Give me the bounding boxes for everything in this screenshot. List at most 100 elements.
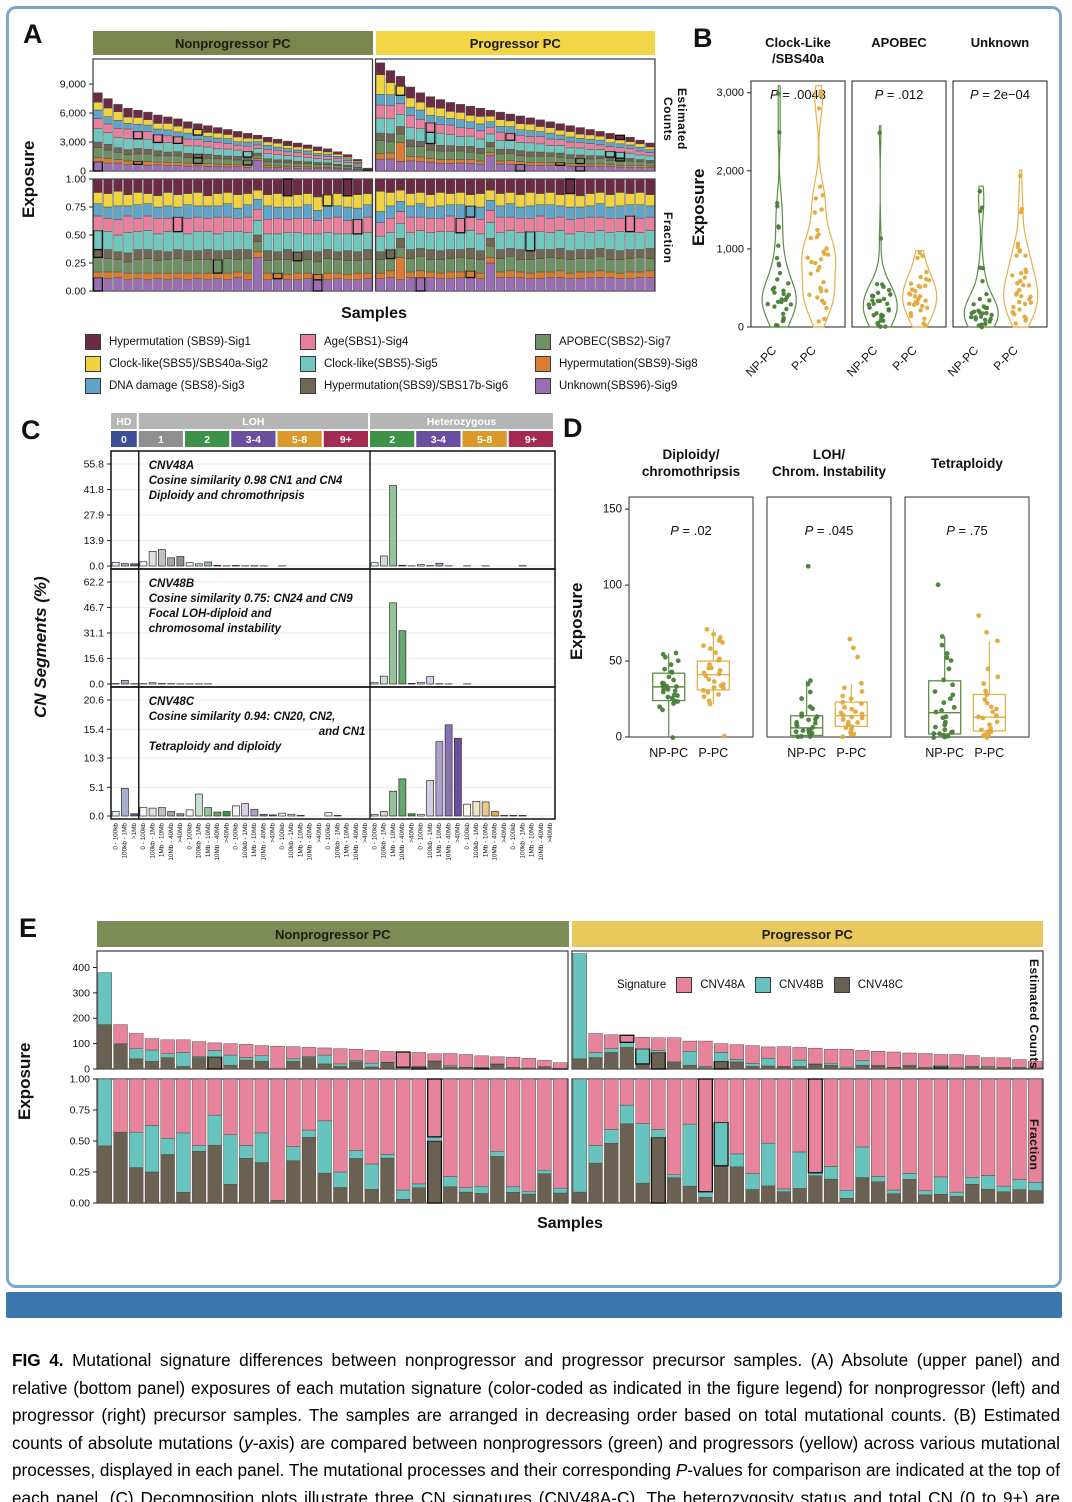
svg-text:3,000: 3,000 <box>716 87 744 99</box>
svg-text:1Mb - 10Mb: 1Mb - 10Mb <box>159 823 166 858</box>
legend-item-sig9: Unknown(SBS96)-Sig9 <box>535 378 765 394</box>
svg-text:>40Mb: >40Mb <box>455 823 462 843</box>
svg-text:100kb - 1Mb: 100kb - 1Mb <box>196 823 203 859</box>
svg-text:Diploidy and chromothripsis: Diploidy and chromothripsis <box>149 490 305 502</box>
svg-text:0 - 100kb: 0 - 100kb <box>112 823 119 850</box>
svg-text:100kb - 1Mb: 100kb - 1Mb <box>288 823 295 859</box>
legend-swatch-sig6 <box>300 378 316 394</box>
panel-c-label: C <box>21 415 41 445</box>
figure-frame: A Nonprogressor PC Progressor PC 0 3,000 6… <box>6 6 1062 1288</box>
panel-c-y-label: CN Segments (%) <box>31 576 50 718</box>
svg-text:0 - 100kb: 0 - 100kb <box>233 823 240 850</box>
svg-text:Tetraploidy and diploidy: Tetraploidy and diploidy <box>149 741 282 753</box>
legend-swatch-sig4 <box>300 334 316 350</box>
svg-text:Chrom. Instability: Chrom. Instability <box>772 464 887 479</box>
svg-text:P = .012: P = .012 <box>875 87 924 102</box>
svg-text:chromosomal instability: chromosomal instability <box>149 623 282 635</box>
legend-label-sig2: Clock-like(SBS5)/SBS40a-Sig2 <box>109 358 269 370</box>
legend-label-sig6: Hypermutation(SBS9)/SBS17b-Sig6 <box>324 380 509 392</box>
svg-text:1.00: 1.00 <box>70 1074 91 1086</box>
figure-bottom-bar <box>6 1292 1062 1318</box>
svg-text:100kb - 1Mb: 100kb - 1Mb <box>473 823 480 859</box>
panel-e-strip-counts: Estimated Counts <box>1027 958 1041 1069</box>
panel-d-y-label: Exposure <box>567 582 586 660</box>
svg-text:P = .045: P = .045 <box>805 523 854 538</box>
header-e-nonprogressor-pc: Nonprogressor PC <box>97 921 569 947</box>
svg-text:1.00: 1.00 <box>66 174 87 186</box>
svg-text:P-PC: P-PC <box>698 746 728 760</box>
legend-swatch-sig1 <box>85 334 101 350</box>
svg-text:P = .0043: P = .0043 <box>770 87 826 102</box>
svg-text:>40Mb: >40Mb <box>501 823 508 843</box>
caption-segment: y <box>244 1432 253 1453</box>
caption-segment: FIG 4. <box>12 1350 64 1371</box>
svg-text:Clock-Like: Clock-Like <box>765 35 831 50</box>
svg-text:0 - 100kb: 0 - 100kb <box>418 823 425 850</box>
caption-segment: -axis) are compared between nonprogresso… <box>12 1432 1060 1481</box>
svg-text:P-PC: P-PC <box>890 343 920 373</box>
legend-swatch-cnv48a <box>676 977 693 993</box>
svg-text:NP-PC: NP-PC <box>925 746 964 760</box>
svg-text:31.1: 31.1 <box>84 628 105 640</box>
legend-swatch-cnv48b <box>754 977 771 993</box>
legend-label-sig3: DNA damage (SBS8)-Sig3 <box>109 380 245 392</box>
svg-text:P-PC: P-PC <box>789 343 819 373</box>
caption-text: FIG 4. Mutational signature differences … <box>12 1347 1060 1502</box>
svg-text:1Mb - 10Mb: 1Mb - 10Mb <box>436 823 443 858</box>
svg-text:0 - 100kb: 0 - 100kb <box>140 823 147 850</box>
svg-text:3-4: 3-4 <box>431 434 446 446</box>
svg-text:100: 100 <box>72 1038 90 1050</box>
svg-text:6,000: 6,000 <box>60 108 86 120</box>
svg-text:1Mb - 10Mb: 1Mb - 10Mb <box>529 823 536 858</box>
panel-a-x-label: Samples <box>341 305 407 322</box>
panel-b-label: B <box>693 23 713 53</box>
svg-text:P-PC: P-PC <box>974 746 1004 760</box>
svg-text:1Mb - 10Mb: 1Mb - 10Mb <box>251 823 258 858</box>
svg-text:P = .02: P = .02 <box>670 523 712 538</box>
svg-text:55.8: 55.8 <box>84 459 105 471</box>
svg-text:10Mb - 40Mb: 10Mb - 40Mb <box>260 823 267 861</box>
svg-text:HD: HD <box>116 416 132 428</box>
svg-text:100kb - 1Mb: 100kb - 1Mb <box>519 823 526 859</box>
svg-text:10Mb - 40Mb: 10Mb - 40Mb <box>168 823 175 861</box>
panel-e-legend: Signature CNV48A CNV48B CNV48C <box>617 977 903 993</box>
svg-text:10.3: 10.3 <box>84 753 105 765</box>
svg-text:CNV48B: CNV48B <box>149 578 194 590</box>
legend-label-sig8: Hypermutation(SBS9)-Sig8 <box>559 358 698 370</box>
svg-text:200: 200 <box>72 1013 90 1025</box>
svg-text:0: 0 <box>121 434 127 446</box>
svg-text:Heterozygous: Heterozygous <box>427 416 497 428</box>
svg-text:1: 1 <box>158 434 164 446</box>
header-e-progressor-pc: Progressor PC <box>571 921 1043 947</box>
legend-item-cnv48b: CNV48B <box>754 977 824 993</box>
svg-text:100: 100 <box>603 580 622 592</box>
panel-a-strip-counts: Estimated Counts <box>661 88 689 150</box>
svg-text:62.2: 62.2 <box>84 577 105 589</box>
svg-text:/SBS40a: /SBS40a <box>772 51 825 66</box>
svg-text:0.0: 0.0 <box>89 811 104 823</box>
svg-text:10Mb - 40Mb: 10Mb - 40Mb <box>399 823 406 861</box>
svg-text:LOH/: LOH/ <box>813 447 845 462</box>
legend-item-sig7: APOBEC(SBS2)-Sig7 <box>535 334 765 350</box>
svg-text:100kb - 1Mb: 100kb - 1Mb <box>122 823 129 859</box>
legend-swatch-cnv48c <box>833 977 850 993</box>
svg-text:10Mb - 40Mb: 10Mb - 40Mb <box>538 823 545 861</box>
legend-item-sig3: DNA damage (SBS8)-Sig3 <box>85 378 300 394</box>
svg-text:50: 50 <box>609 656 622 668</box>
panel-d: D Diploidy/chromothripsis P = .02 NP-PC P-P… <box>557 411 1061 815</box>
svg-text:5-8: 5-8 <box>477 434 492 446</box>
legend-item-sig6: Hypermutation(SBS9)/SBS17b-Sig6 <box>300 378 535 394</box>
svg-text:2,000: 2,000 <box>716 165 744 177</box>
legend-swatch-sig3 <box>85 378 101 394</box>
svg-text:9+: 9+ <box>340 434 352 446</box>
legend-swatch-sig2 <box>85 356 101 372</box>
svg-text:100kb - 1Mb: 100kb - 1Mb <box>381 823 388 859</box>
caption-segment: Mutational signature differences between… <box>12 1350 1060 1453</box>
legend-item-cnv48c: CNV48C <box>833 977 903 993</box>
svg-text:13.9: 13.9 <box>84 535 105 547</box>
panel-a-chart: 0 3,000 6,000 9,000 0.00 0.25 0.50 0.75 1.00 <box>60 58 656 298</box>
svg-text:APOBEC: APOBEC <box>871 35 927 50</box>
svg-text:NP-PC: NP-PC <box>649 746 688 760</box>
svg-text:0 - 100kb: 0 - 100kb <box>464 823 471 850</box>
